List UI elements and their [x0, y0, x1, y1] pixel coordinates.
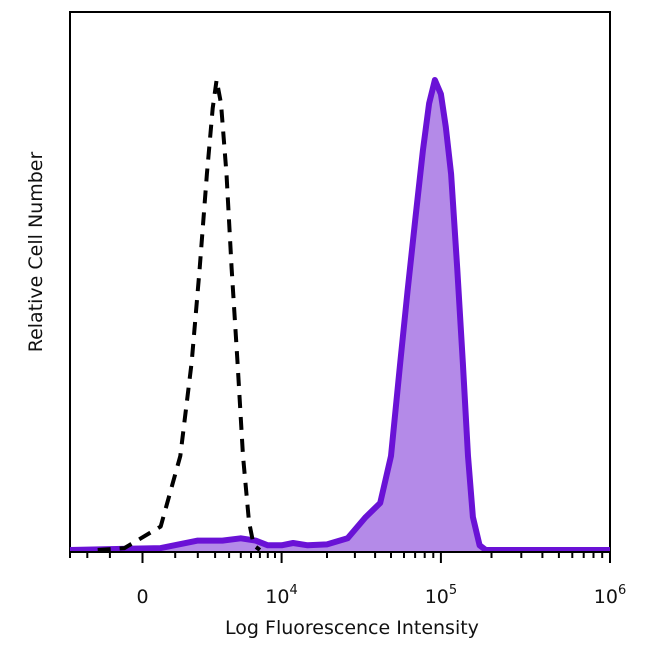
series-1-line: [69, 77, 610, 553]
series-0-line: [97, 78, 262, 552]
series-layer: [69, 77, 610, 553]
x-tick-label: 106: [594, 583, 626, 608]
x-tick-label: 0: [137, 586, 149, 608]
x-tick-label: 104: [265, 583, 297, 608]
x-axis-title: Log Fluorescence Intensity: [225, 617, 479, 639]
series-1-fill: [70, 80, 610, 551]
plot-frame: [69, 11, 611, 553]
x-tick-labels: 0 104 105 106: [137, 583, 627, 608]
y-axis-title: Relative Cell Number: [25, 152, 47, 353]
x-tick-label: 105: [425, 583, 457, 608]
x-ticks: [69, 552, 611, 563]
